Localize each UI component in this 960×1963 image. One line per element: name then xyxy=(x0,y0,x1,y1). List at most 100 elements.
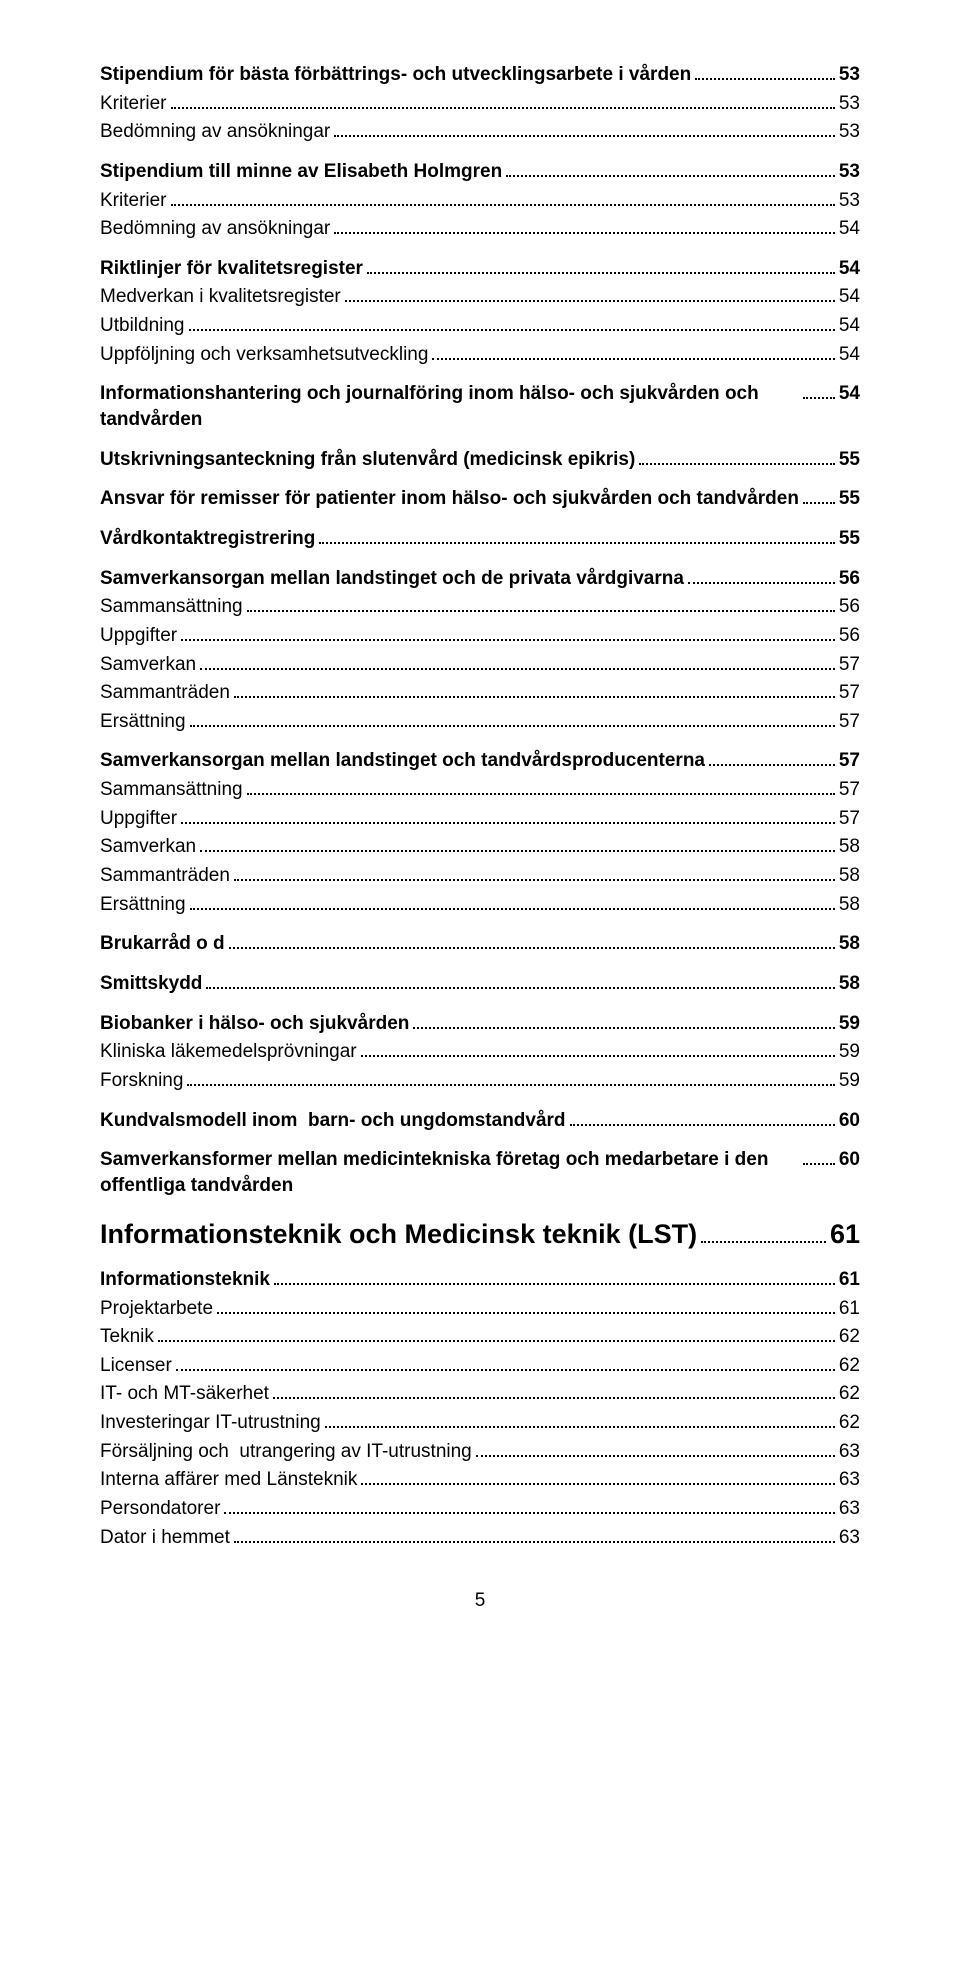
toc-entry-label: Samverkan xyxy=(100,834,196,860)
toc-dot-leader xyxy=(413,1017,834,1028)
toc-entry-page: 61 xyxy=(839,1296,860,1322)
toc-dot-leader xyxy=(171,194,835,205)
toc-entry-label: Vårdkontaktregistrering xyxy=(100,526,315,552)
toc-entry-page: 60 xyxy=(839,1147,860,1173)
toc-entry-page: 58 xyxy=(839,971,860,997)
toc-entry: Bedömning av ansökningar 54 xyxy=(100,216,860,242)
toc-entry: Ansvar för remisser för patienter inom h… xyxy=(100,486,860,512)
toc-entry: Samverkansformer mellan medicintekniska … xyxy=(100,1147,860,1198)
toc-dot-leader xyxy=(187,1075,834,1086)
toc-entry-label: Sammansättning xyxy=(100,594,243,620)
toc-dot-leader xyxy=(361,1046,835,1057)
page-number: 5 xyxy=(100,1590,860,1612)
toc-entry-label: Uppgifter xyxy=(100,623,177,649)
toc-entry: Informationshantering och journalföring … xyxy=(100,381,860,432)
toc-entry: Forskning 59 xyxy=(100,1068,860,1094)
toc-entry-label: Samverkansorgan mellan landstinget och t… xyxy=(100,748,705,774)
toc-entry-label: Teknik xyxy=(100,1324,154,1350)
toc-dot-leader xyxy=(247,601,835,612)
toc-entry-page: 58 xyxy=(839,834,860,860)
toc-entry: Vårdkontaktregistrering55 xyxy=(100,526,860,552)
toc-entry-page: 55 xyxy=(839,447,860,473)
toc-dot-leader xyxy=(709,755,835,766)
toc-entry-page: 62 xyxy=(839,1324,860,1350)
toc-entry-label: Projektarbete xyxy=(100,1296,213,1322)
toc-entry-page: 57 xyxy=(839,748,860,774)
toc-entry-page: 62 xyxy=(839,1353,860,1379)
toc-entry-label: Kriterier xyxy=(100,91,167,117)
toc-dot-leader xyxy=(803,1154,835,1165)
toc-entry-label: Sammanträden xyxy=(100,863,230,889)
toc-entry: Sammansättning56 xyxy=(100,594,860,620)
toc-entry: Persondatorer 63 xyxy=(100,1496,860,1522)
toc-entry-label: Samverkansorgan mellan landstinget och d… xyxy=(100,566,684,592)
toc-entry: Interna affärer med Länsteknik63 xyxy=(100,1467,860,1493)
toc-entry: Projektarbete 61 xyxy=(100,1296,860,1322)
toc-entry: Stipendium för bästa förbättrings- och u… xyxy=(100,62,860,88)
toc-dot-leader xyxy=(234,870,835,881)
toc-entry-label: Riktlinjer för kvalitetsregister xyxy=(100,256,363,282)
toc-entry-page: 55 xyxy=(839,486,860,512)
toc-entry-page: 57 xyxy=(839,806,860,832)
toc-entry-page: 54 xyxy=(839,342,860,368)
toc-entry-label: Informationsteknik och Medicinsk teknik … xyxy=(100,1216,697,1252)
toc-entry-page: 62 xyxy=(839,1381,860,1407)
toc-dot-leader xyxy=(234,687,835,698)
toc-entry: Ersättning58 xyxy=(100,892,860,918)
toc-dot-leader xyxy=(695,69,835,80)
toc-entry: Smittskydd58 xyxy=(100,971,860,997)
toc-entry-page: 53 xyxy=(839,91,860,117)
toc-entry: Samverkan 58 xyxy=(100,834,860,860)
toc-dot-leader xyxy=(234,1531,835,1542)
toc-dot-leader xyxy=(319,533,834,544)
toc-dot-leader xyxy=(200,841,835,852)
toc-entry: Investeringar IT-utrustning62 xyxy=(100,1410,860,1436)
toc-entry-label: Brukarråd o d xyxy=(100,931,225,957)
toc-entry-page: 57 xyxy=(839,709,860,735)
toc-entry: Kliniska läkemedelsprövningar59 xyxy=(100,1039,860,1065)
toc-entry: Utbildning54 xyxy=(100,313,860,339)
toc-dot-leader xyxy=(206,978,834,989)
toc-entry-page: 57 xyxy=(839,680,860,706)
toc-entry: Ersättning57 xyxy=(100,709,860,735)
toc-entry: Sammanträden57 xyxy=(100,680,860,706)
toc-entry-page: 54 xyxy=(839,216,860,242)
toc-dot-leader xyxy=(274,1274,835,1285)
toc-entry-page: 53 xyxy=(839,119,860,145)
toc-dot-leader xyxy=(158,1331,835,1342)
toc-entry-label: Utskrivningsanteckning från slutenvård (… xyxy=(100,447,635,473)
toc-entry-label: Forskning xyxy=(100,1068,183,1094)
toc-entry: Medverkan i kvalitetsregister54 xyxy=(100,284,860,310)
toc-entry: Informationsteknik och Medicinsk teknik … xyxy=(100,1216,860,1252)
toc-entry-page: 63 xyxy=(839,1496,860,1522)
toc-dot-leader xyxy=(181,630,835,641)
toc-dot-leader xyxy=(190,898,835,909)
toc-entry-page: 60 xyxy=(839,1108,860,1134)
toc-entry-page: 63 xyxy=(839,1467,860,1493)
toc-entry: Stipendium till minne av Elisabeth Holmg… xyxy=(100,159,860,185)
toc-entry-label: Utbildning xyxy=(100,313,185,339)
toc-entry-page: 56 xyxy=(839,623,860,649)
toc-entry-page: 54 xyxy=(839,284,860,310)
toc-entry-label: Kundvalsmodell inom barn- och ungdomstan… xyxy=(100,1108,566,1134)
toc-entry: Bedömning av ansökningar53 xyxy=(100,119,860,145)
toc-entry-page: 57 xyxy=(839,777,860,803)
toc-entry: Teknik 62 xyxy=(100,1324,860,1350)
toc-entry-label: Persondatorer xyxy=(100,1496,220,1522)
toc-entry: Licenser62 xyxy=(100,1353,860,1379)
toc-entry-page: 63 xyxy=(839,1525,860,1551)
toc-entry: Informationsteknik61 xyxy=(100,1267,860,1293)
toc-entry: Riktlinjer för kvalitetsregister54 xyxy=(100,256,860,282)
toc-entry-page: 57 xyxy=(839,652,860,678)
toc-entry: Sammanträden 58 xyxy=(100,863,860,889)
toc-entry-page: 61 xyxy=(839,1267,860,1293)
toc-entry-page: 58 xyxy=(839,863,860,889)
toc-entry: Samverkansorgan mellan landstinget och t… xyxy=(100,748,860,774)
toc-entry-page: 58 xyxy=(839,931,860,957)
toc-entry: Kriterier 53 xyxy=(100,91,860,117)
toc-entry-label: Bedömning av ansökningar xyxy=(100,216,330,242)
toc-entry-label: Dator i hemmet xyxy=(100,1525,230,1551)
toc-entry-page: 54 xyxy=(839,381,860,407)
toc-entry-page: 59 xyxy=(839,1068,860,1094)
toc-entry-label: Ansvar för remisser för patienter inom h… xyxy=(100,486,799,512)
